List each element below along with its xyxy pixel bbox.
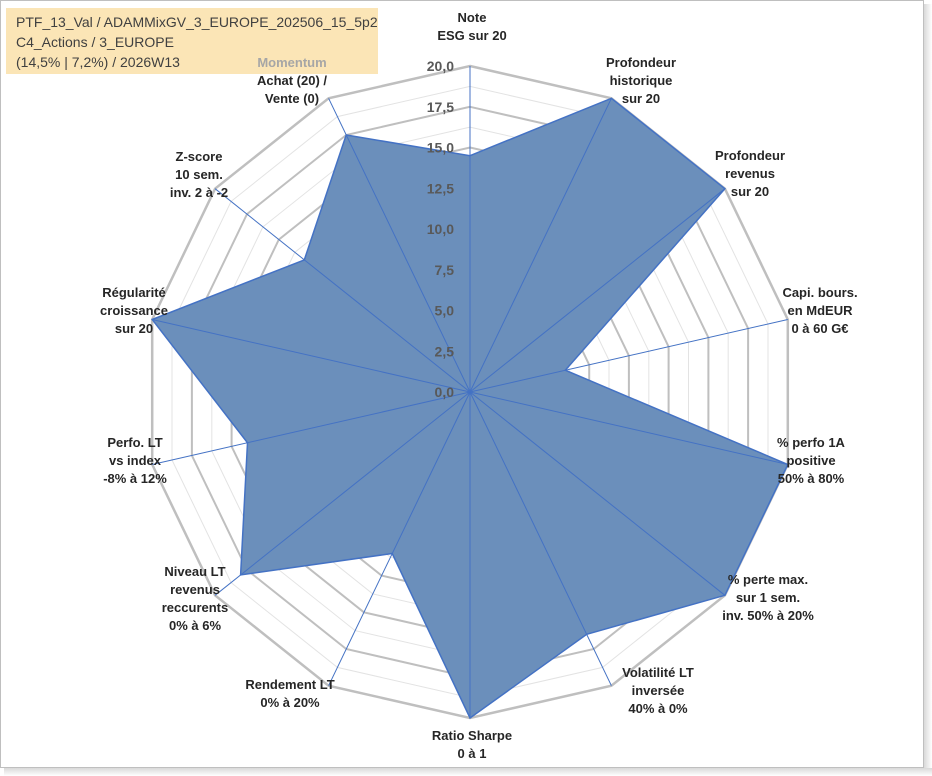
axis-label-line: Niveau LT bbox=[164, 564, 225, 579]
axis-label-line: Perfo. LT bbox=[107, 435, 162, 450]
axis-label-line: en MdEUR bbox=[788, 303, 854, 318]
axis-label-line: Capi. bours. bbox=[782, 285, 857, 300]
axis-label-line: sur 20 bbox=[622, 91, 660, 106]
axis-label-12: Z-score 10 sem. inv. 2 à -2 bbox=[170, 149, 228, 200]
axis-label-line: sur 1 sem. bbox=[736, 590, 800, 605]
axis-spoke bbox=[214, 188, 471, 393]
axis-label-line: Volatilité LT bbox=[622, 665, 694, 680]
axis-spoke bbox=[469, 391, 612, 686]
axis-spoke bbox=[152, 391, 471, 465]
axis-label-line: inv. 2 à -2 bbox=[170, 185, 228, 200]
axis-label-7: Ratio Sharpe 0 à 1 bbox=[432, 728, 512, 761]
axis-label-line: 40% à 0% bbox=[628, 701, 688, 716]
tick-label: 15,0 bbox=[427, 140, 454, 156]
axis-label-line: ESG sur 20 bbox=[437, 28, 506, 43]
axis-label-line: 0 à 60 G€ bbox=[791, 321, 848, 336]
axis-label-line: inv. 50% à 20% bbox=[722, 608, 814, 623]
axis-label-line: % perfo 1A bbox=[777, 435, 846, 450]
axis-spoke bbox=[469, 98, 612, 393]
axis-label-line: 0% à 20% bbox=[260, 695, 320, 710]
axis-label-line: Z-score bbox=[176, 149, 223, 164]
axis-label-line: vs index bbox=[109, 453, 162, 468]
axis-label-0: Note ESG sur 20 bbox=[437, 10, 506, 43]
info-line-stats: (14,5% | 7,2%) / 2026W13 bbox=[16, 54, 180, 70]
axis-label-line: 10 sem. bbox=[175, 167, 223, 182]
axis-label-4: % perfo 1A positive 50% à 80% bbox=[777, 435, 846, 486]
axis-label-line: Profondeur bbox=[606, 55, 676, 70]
axis-label-11: Régularité croissance sur 20 bbox=[100, 285, 168, 336]
axis-spoke bbox=[328, 98, 471, 393]
axis-spoke bbox=[469, 391, 726, 596]
radar-tick-labels: 0,0 2,5 5,0 7,5 10,0 12,5 15,0 17,5 20,0 bbox=[427, 58, 454, 400]
axis-label-line: positive bbox=[786, 453, 835, 468]
info-line-portfolio: PTF_13_Val / ADAMMixGV_3_EUROPE_202506_1… bbox=[16, 14, 378, 30]
tick-label: 20,0 bbox=[427, 58, 454, 74]
axis-spoke bbox=[328, 391, 471, 686]
axis-label-line: revenus bbox=[170, 582, 220, 597]
axis-label-1: Profondeur historique sur 20 bbox=[606, 55, 676, 106]
axis-spoke bbox=[469, 319, 788, 393]
axis-spoke bbox=[214, 391, 471, 596]
axis-label-8: Rendement LT 0% à 20% bbox=[245, 677, 334, 710]
axis-label-line: % perte max. bbox=[728, 572, 808, 587]
axis-header-momentum: Momentum bbox=[257, 55, 326, 70]
portfolio-info-box: PTF_13_Val / ADAMMixGV_3_EUROPE_202506_1… bbox=[6, 8, 378, 74]
axis-spoke bbox=[152, 319, 471, 393]
axis-label-line: historique bbox=[610, 73, 673, 88]
tick-label: 2,5 bbox=[435, 343, 455, 359]
axis-label-line: Profondeur bbox=[715, 148, 785, 163]
axis-label-line: croissance bbox=[100, 303, 168, 318]
axis-label-5: % perte max. sur 1 sem. inv. 50% à 20% bbox=[722, 572, 814, 623]
radar-axis-labels: Note ESG sur 20 Profondeur historique sur 20… bbox=[100, 10, 858, 761]
tick-label: 12,5 bbox=[427, 180, 454, 196]
axis-label-line: revenus bbox=[725, 166, 775, 181]
axis-label-line: Régularité bbox=[102, 285, 166, 300]
axis-label-line: Note bbox=[458, 10, 487, 25]
axis-label-line: Rendement LT bbox=[245, 677, 334, 692]
tick-label: 10,0 bbox=[427, 221, 454, 237]
axis-label-2: Profondeur revenus sur 20 bbox=[715, 148, 785, 199]
axis-label-line: inversée bbox=[632, 683, 685, 698]
axis-label-line: reccurents bbox=[162, 600, 228, 615]
axis-label-line: Achat (20) / bbox=[257, 73, 327, 88]
axis-label-line: 0% à 6% bbox=[169, 618, 221, 633]
axis-label-9: Niveau LT revenus reccurents 0% à 6% bbox=[162, 564, 228, 633]
axis-label-line: sur 20 bbox=[115, 321, 153, 336]
axis-label-13: Momentum Achat (20) / Vente (0) bbox=[257, 55, 327, 106]
tick-label: 0,0 bbox=[435, 384, 455, 400]
axis-label-line: -8% à 12% bbox=[103, 471, 167, 486]
axis-label-line: 0 à 1 bbox=[458, 746, 487, 761]
frame-shadow-right bbox=[924, 4, 932, 776]
axis-spoke bbox=[469, 188, 726, 393]
axis-label-line: 50% à 80% bbox=[778, 471, 845, 486]
axis-spoke bbox=[469, 391, 788, 465]
tick-label: 7,5 bbox=[435, 262, 455, 278]
axis-label-10: Perfo. LT vs index -8% à 12% bbox=[103, 435, 167, 486]
frame-shadow-bottom bbox=[4, 768, 932, 776]
info-line-category: C4_Actions / 3_EUROPE bbox=[16, 34, 174, 50]
radar-axes bbox=[152, 66, 788, 718]
tick-label: 17,5 bbox=[427, 99, 454, 115]
axis-label-6: Volatilité LT inversée 40% à 0% bbox=[622, 665, 694, 716]
axis-label-line: Ratio Sharpe bbox=[432, 728, 512, 743]
axis-label-line: sur 20 bbox=[731, 184, 769, 199]
axis-label-3: Capi. bours. en MdEUR 0 à 60 G€ bbox=[782, 285, 857, 336]
tick-label: 5,0 bbox=[435, 303, 455, 319]
axis-label-line: Vente (0) bbox=[265, 91, 319, 106]
